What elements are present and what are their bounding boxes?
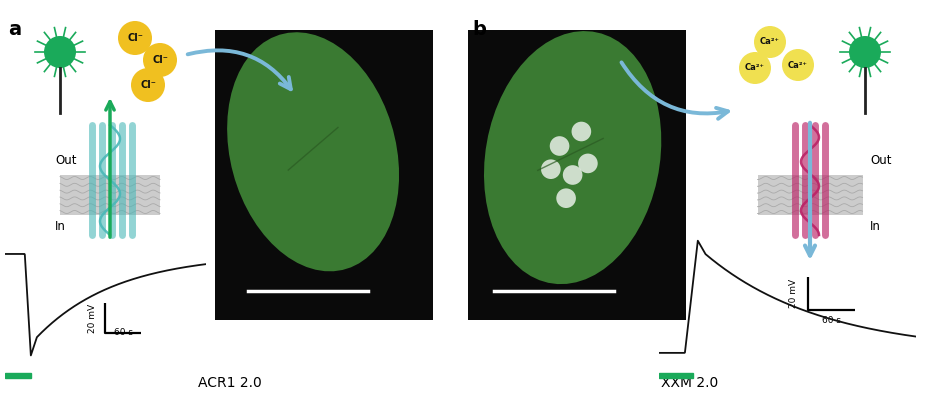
Circle shape <box>849 36 881 68</box>
Circle shape <box>541 159 561 179</box>
Bar <box>215 30 433 320</box>
Polygon shape <box>227 32 399 271</box>
Circle shape <box>118 21 152 55</box>
Text: Ca²⁺: Ca²⁺ <box>788 61 808 69</box>
Text: Ca²⁺: Ca²⁺ <box>760 38 780 47</box>
Circle shape <box>556 188 576 208</box>
Text: Cl⁻: Cl⁻ <box>127 33 143 43</box>
Text: Cl⁻: Cl⁻ <box>152 55 168 65</box>
Polygon shape <box>484 31 661 284</box>
Text: a: a <box>8 20 22 39</box>
Text: Cl⁻: Cl⁻ <box>140 80 156 90</box>
Text: Out: Out <box>870 154 891 167</box>
Text: In: In <box>870 220 881 233</box>
Circle shape <box>739 52 771 84</box>
Text: ACR1 2.0: ACR1 2.0 <box>198 376 262 390</box>
Circle shape <box>131 68 165 102</box>
Text: 60 s: 60 s <box>822 316 841 325</box>
Circle shape <box>563 165 583 185</box>
Text: 20 mV: 20 mV <box>789 279 798 308</box>
Text: 20 mV: 20 mV <box>88 304 97 332</box>
Circle shape <box>143 43 177 77</box>
Text: Out: Out <box>55 154 77 167</box>
Circle shape <box>571 122 591 141</box>
Bar <box>757 175 862 215</box>
Circle shape <box>754 26 786 58</box>
Text: In: In <box>55 220 65 233</box>
Text: 60 s: 60 s <box>114 328 133 337</box>
Circle shape <box>578 154 597 173</box>
Circle shape <box>782 49 814 81</box>
Circle shape <box>550 136 569 156</box>
Circle shape <box>44 36 76 68</box>
Bar <box>60 175 160 215</box>
Text: b: b <box>472 20 486 39</box>
Text: Ca²⁺: Ca²⁺ <box>745 63 765 73</box>
Text: XXM 2.0: XXM 2.0 <box>661 376 719 390</box>
Bar <box>659 373 693 378</box>
Bar <box>5 373 31 378</box>
Bar <box>468 30 686 320</box>
